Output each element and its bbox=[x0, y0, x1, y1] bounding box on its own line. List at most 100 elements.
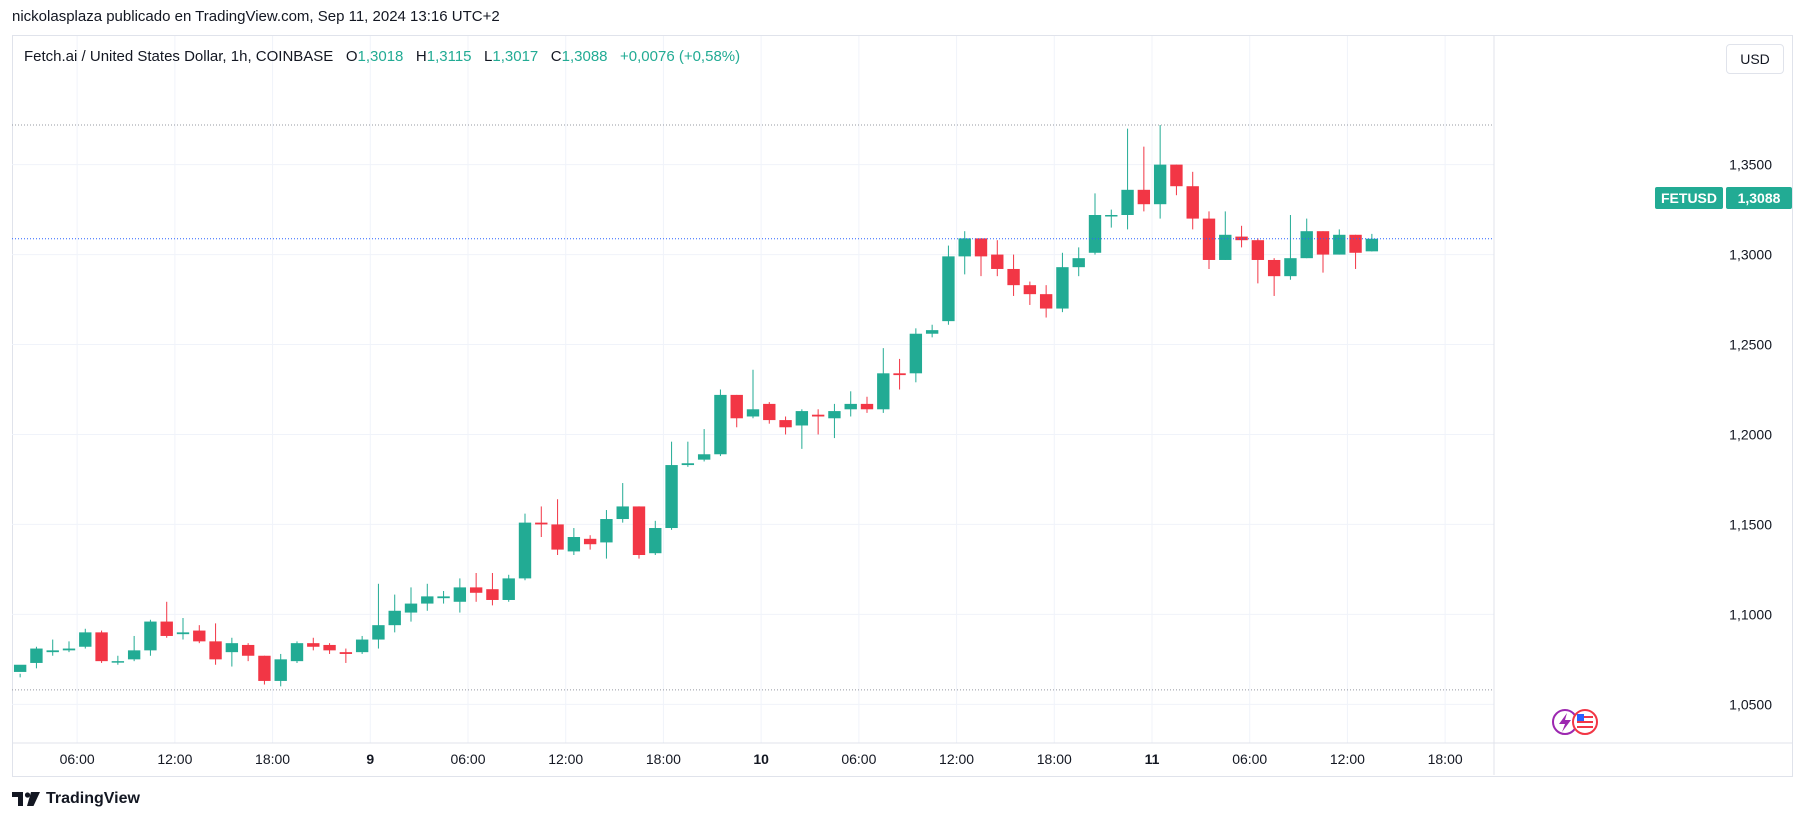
candle bbox=[323, 643, 336, 654]
tradingview-logo-icon bbox=[12, 792, 40, 806]
candle bbox=[144, 619, 157, 656]
candle bbox=[730, 394, 743, 428]
time-tick-label: 12:00 bbox=[939, 751, 974, 767]
candle bbox=[13, 664, 27, 678]
candle-body bbox=[991, 254, 1004, 269]
candle-body bbox=[437, 596, 450, 599]
candle-body bbox=[600, 519, 613, 543]
candle bbox=[486, 572, 499, 606]
price-axis: 1,0500 1,1000 1,1500 1,2000 1,2500 1,3000 1,35… bbox=[1729, 157, 1772, 713]
candle-body bbox=[1300, 231, 1313, 259]
candle bbox=[1039, 285, 1053, 318]
candle bbox=[681, 441, 695, 467]
candle-body bbox=[893, 373, 906, 376]
candle bbox=[258, 655, 271, 685]
candle-body bbox=[1170, 164, 1183, 187]
candle-body bbox=[1365, 238, 1379, 252]
publisher-line: nickolasplaza publicado en TradingView.c… bbox=[12, 8, 500, 25]
time-tick-label: 06:00 bbox=[1232, 751, 1267, 767]
candle bbox=[991, 240, 1004, 277]
candle bbox=[877, 348, 890, 413]
currency-button[interactable]: USD bbox=[1726, 44, 1784, 74]
candle-body bbox=[746, 409, 760, 417]
candle-body bbox=[925, 330, 939, 334]
candle-body bbox=[1072, 258, 1085, 268]
candle-body bbox=[1349, 234, 1362, 253]
candle bbox=[241, 643, 255, 662]
candle-body bbox=[127, 650, 141, 660]
candle-body bbox=[567, 537, 581, 552]
candle-body bbox=[1333, 234, 1346, 255]
candle bbox=[209, 623, 222, 665]
high-label: H bbox=[415, 48, 427, 65]
candle-body bbox=[469, 587, 483, 593]
price-tick-label: 1,3500 bbox=[1729, 157, 1772, 173]
candle-body bbox=[30, 648, 43, 663]
candle bbox=[1088, 193, 1102, 255]
candle-body bbox=[1153, 164, 1167, 205]
candle bbox=[46, 639, 59, 656]
candle bbox=[925, 324, 939, 338]
candle bbox=[697, 429, 711, 462]
candle bbox=[649, 520, 662, 556]
lightning-glyph bbox=[1559, 713, 1571, 732]
low-value: 1,3017 bbox=[492, 48, 539, 65]
candle bbox=[974, 238, 988, 277]
candle bbox=[844, 391, 857, 417]
time-tick-label: 06:00 bbox=[841, 751, 876, 767]
candle bbox=[567, 528, 581, 556]
candle-body bbox=[486, 589, 499, 600]
candle bbox=[795, 409, 809, 449]
candle-body bbox=[62, 648, 76, 651]
candle-body bbox=[388, 610, 401, 626]
candle bbox=[111, 655, 125, 665]
candle-body bbox=[795, 411, 809, 426]
candle bbox=[1007, 254, 1020, 296]
candle-body bbox=[909, 333, 923, 374]
candle-body bbox=[307, 643, 320, 647]
candle bbox=[909, 328, 923, 383]
candle bbox=[1137, 146, 1151, 212]
candle-body bbox=[730, 394, 743, 419]
candle bbox=[1170, 164, 1183, 196]
candle bbox=[1219, 211, 1232, 260]
candle bbox=[811, 409, 825, 435]
candle-body bbox=[1137, 189, 1151, 205]
candle bbox=[1316, 231, 1330, 273]
symbol-legend[interactable]: Fetch.ai / United States Dollar, 1h, COI… bbox=[24, 48, 740, 65]
candle-body bbox=[339, 652, 353, 654]
candle-body bbox=[779, 420, 792, 428]
candle bbox=[404, 587, 418, 622]
candle-body bbox=[958, 238, 971, 257]
candle bbox=[1202, 211, 1216, 269]
candle-body bbox=[13, 664, 27, 672]
candle-body bbox=[649, 528, 662, 554]
candle bbox=[372, 583, 385, 649]
candle-body bbox=[111, 661, 125, 663]
candle bbox=[893, 358, 906, 390]
candle-body bbox=[502, 578, 515, 600]
event-icons[interactable] bbox=[1552, 709, 1598, 735]
candle bbox=[469, 572, 483, 602]
tradingview-logo[interactable]: TradingView bbox=[12, 790, 140, 808]
price-tick-label: 1,1000 bbox=[1729, 606, 1772, 622]
low-label: L bbox=[484, 48, 493, 65]
candle bbox=[176, 617, 190, 640]
price-tick-label: 1,2500 bbox=[1729, 337, 1772, 353]
candle-body bbox=[1007, 268, 1020, 286]
candle-body bbox=[421, 596, 434, 604]
candle bbox=[1349, 234, 1362, 269]
candle-body bbox=[665, 465, 678, 529]
candle-body bbox=[144, 621, 157, 651]
candle-body bbox=[844, 403, 857, 410]
candle bbox=[1072, 247, 1085, 277]
candle-body bbox=[372, 625, 385, 640]
candle-body bbox=[1056, 267, 1069, 309]
candle-body bbox=[46, 650, 59, 653]
candle-body bbox=[1039, 294, 1053, 309]
time-tick-label: 11 bbox=[1145, 751, 1160, 767]
candle-body bbox=[632, 506, 646, 556]
candle bbox=[1300, 218, 1313, 259]
candle bbox=[1333, 229, 1346, 255]
